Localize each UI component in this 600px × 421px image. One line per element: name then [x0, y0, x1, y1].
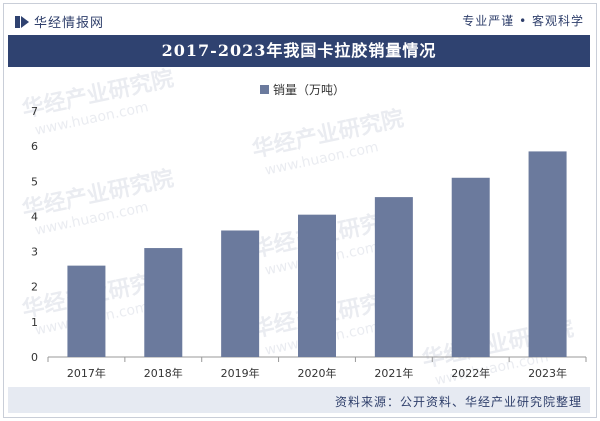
- y-tick-label: 0: [31, 351, 38, 364]
- axes: 0 1 2 3 4 5 6 7: [31, 105, 587, 364]
- slogan: 专业严谨 • 客观科学: [462, 14, 584, 28]
- top-bar: 华经情报网 专业严谨 • 客观科学: [4, 4, 596, 34]
- chart-card: 华经情报网 专业严谨 • 客观科学 2017-2023年我国卡拉胶销量情况 华经…: [3, 3, 597, 418]
- x-tick-label: 2020年: [298, 366, 337, 380]
- y-tick-label: 3: [31, 246, 38, 259]
- title-bar: 2017-2023年我国卡拉胶销量情况: [8, 35, 590, 67]
- y-tick-label: 1: [31, 316, 38, 329]
- x-tick-label: 2017年: [67, 366, 106, 380]
- x-tick-label: 2023年: [528, 366, 567, 380]
- logo-text: 华经情报网: [34, 16, 105, 31]
- bar: [451, 177, 490, 357]
- bar: [298, 214, 336, 357]
- x-tick-label: 2022年: [451, 366, 490, 380]
- bar: [374, 197, 413, 357]
- bars: [67, 151, 567, 357]
- x-tick-label: 2019年: [221, 366, 260, 380]
- source-text: 资料来源：公开资料、华经产业研究院整理: [334, 395, 582, 409]
- bar: [221, 230, 260, 357]
- chart-title: 2017-2023年我国卡拉胶销量情况: [161, 41, 437, 60]
- bar: [144, 248, 183, 357]
- y-tick-label: 2: [31, 281, 38, 294]
- y-tick-label: 7: [31, 105, 38, 118]
- x-tick-label: 2021年: [374, 366, 413, 380]
- logo: 华经情报网: [14, 12, 104, 31]
- x-tick-label: 2018年: [144, 366, 183, 380]
- legend-swatch: [260, 85, 269, 94]
- y-tick-label: 6: [31, 140, 38, 153]
- labels: 2017年 2018年 2019年 2020年 2021年 2022年 2023年: [67, 366, 567, 380]
- bar: [528, 151, 567, 357]
- legend: 销量（万吨）: [260, 83, 345, 97]
- y-tick-label: 5: [31, 175, 38, 188]
- legend-label: 销量（万吨）: [273, 83, 345, 97]
- source-bar: 资料来源：公开资料、华经产业研究院整理: [8, 387, 590, 413]
- y-tick-label: 4: [31, 210, 38, 223]
- bar: [67, 265, 106, 357]
- logo-icon: [15, 15, 29, 28]
